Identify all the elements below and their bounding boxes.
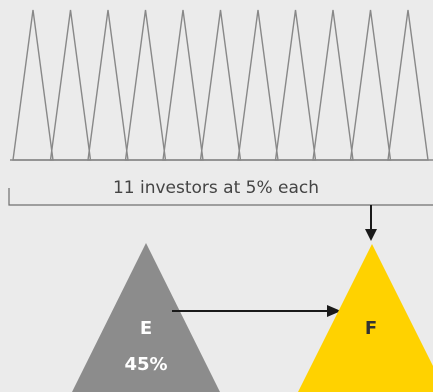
node-f-letter: F (365, 318, 377, 339)
investor-spike (199, 9, 242, 161)
node-e-triangle (72, 243, 220, 392)
investors-caption: 11 investors at 5% each (113, 178, 319, 198)
investor-spikes (12, 9, 429, 161)
node-f-triangle (298, 244, 433, 392)
investor-spike (87, 9, 129, 161)
investor-spike (237, 9, 279, 161)
investors-bracket (8, 188, 433, 206)
investor-spike (162, 9, 204, 161)
node-e-letter: E (140, 318, 152, 339)
investor-spike (12, 9, 54, 161)
investor-spike (49, 9, 92, 161)
node-e-percent: 45% (124, 354, 167, 375)
investor-spike (124, 9, 167, 161)
investor-spike (312, 9, 354, 161)
e-to-f-arrowhead (327, 305, 341, 317)
investor-spike (274, 9, 317, 161)
investor-spike (387, 9, 429, 161)
investor-spike (349, 9, 392, 161)
investors-to-f-arrowhead (365, 229, 377, 241)
